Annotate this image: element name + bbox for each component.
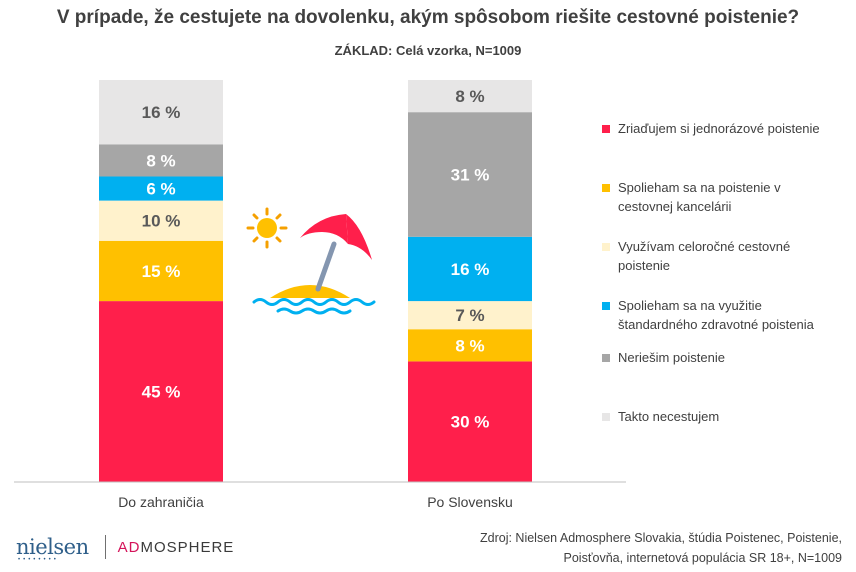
- legend-label-line: Spolieham sa na poistenie v: [618, 180, 781, 195]
- chart-subtitle: ZÁKLAD: Celá vzorka, N=1009: [334, 43, 522, 58]
- sun-icon: [246, 207, 288, 249]
- legend-item-1: Zriaďujem si jednorázové poistenie: [602, 119, 852, 138]
- bar-segment-1-5: [99, 144, 223, 177]
- legend-label-line: štandardného zdravotné poistenia: [618, 317, 814, 332]
- data-label-2-2: 8 %: [455, 336, 484, 355]
- data-label-2-1: 30 %: [451, 413, 490, 432]
- bar-segment-1-3: [99, 200, 223, 241]
- data-label-1-1: 45 %: [142, 383, 181, 402]
- legend-swatch: [602, 243, 610, 251]
- data-label-1-5: 8 %: [146, 151, 175, 170]
- legend-label-line: Takto necestujem: [618, 409, 720, 424]
- legend-item-5: Neriešim poistenie: [602, 348, 852, 367]
- legend-item-2: Spolieham sa na poistenie v cestovnej kan…: [602, 178, 852, 216]
- bar-segment-1-6: [99, 80, 223, 145]
- bar-segment-2-2: [408, 329, 532, 362]
- bar-segment-2-1: [408, 361, 532, 482]
- source-line-1: Zdroj: Nielsen Admosphere Slovakia, štúd…: [480, 531, 842, 545]
- legend-label-line: poistenie: [618, 258, 671, 273]
- beach-umbrella-icon: [246, 207, 376, 315]
- bar-segment-2-5: [408, 112, 532, 237]
- data-label-2-4: 16 %: [451, 260, 490, 279]
- legend-item-4: Spolieham sa na využitie štandardného zdr…: [602, 296, 852, 334]
- legend-label-line: Spolieham sa na využitie: [618, 298, 762, 313]
- nielsen-logo: nielsen: [16, 535, 89, 559]
- legend-label-line: Neriešim poistenie: [618, 350, 725, 365]
- nielsen-logo-dots: ••••••••: [18, 557, 59, 563]
- admosphere-logo: ADMOSPHERE: [117, 538, 235, 556]
- bar-segment-1-1: [99, 301, 223, 482]
- logo-divider: [104, 535, 106, 559]
- x-tick-label-1: Do zahraničia: [118, 494, 204, 510]
- legend-swatch: [602, 302, 610, 310]
- legend-label-line: Zriaďujem si jednorázové poistenie: [618, 121, 820, 136]
- bar-segment-1-4: [99, 176, 223, 201]
- data-label-1-3: 10 %: [142, 212, 181, 231]
- legend-item-3: Využívam celoročné cestovné poistenie: [602, 237, 852, 275]
- legend-swatch: [602, 125, 610, 133]
- data-label-1-6: 16 %: [142, 103, 181, 122]
- data-label-2-3: 7 %: [455, 306, 484, 325]
- bar-segment-2-6: [408, 80, 532, 113]
- legend-swatch: [602, 413, 610, 421]
- data-label-1-2: 15 %: [142, 262, 181, 281]
- legend-swatch: [602, 354, 610, 362]
- legend-swatch: [602, 184, 610, 192]
- logo: nielsen •••••••• ADMOSPHERE: [16, 532, 235, 563]
- source-line-2: Poisťovňa, internetová populácia SR 18+,…: [563, 551, 843, 565]
- x-tick-label-2: Po Slovensku: [427, 494, 513, 510]
- bar-segment-1-2: [99, 240, 223, 302]
- bar-segment-2-4: [408, 236, 532, 302]
- data-label-2-5: 31 %: [451, 165, 490, 184]
- source-note: Zdroj: Nielsen Admosphere Slovakia, štúd…: [480, 528, 842, 568]
- legend-label-line: Využívam celoročné cestovné: [618, 239, 791, 254]
- data-label-2-6: 8 %: [455, 87, 484, 106]
- chart-title: V prípade, že cestujete na dovolenku, ak…: [56, 7, 800, 28]
- data-label-1-4: 6 %: [146, 180, 175, 199]
- legend-item-6: Takto necestujem: [602, 407, 852, 426]
- bar-segment-2-3: [408, 301, 532, 330]
- legend-label-line: cestovnej kancelárii: [618, 199, 732, 214]
